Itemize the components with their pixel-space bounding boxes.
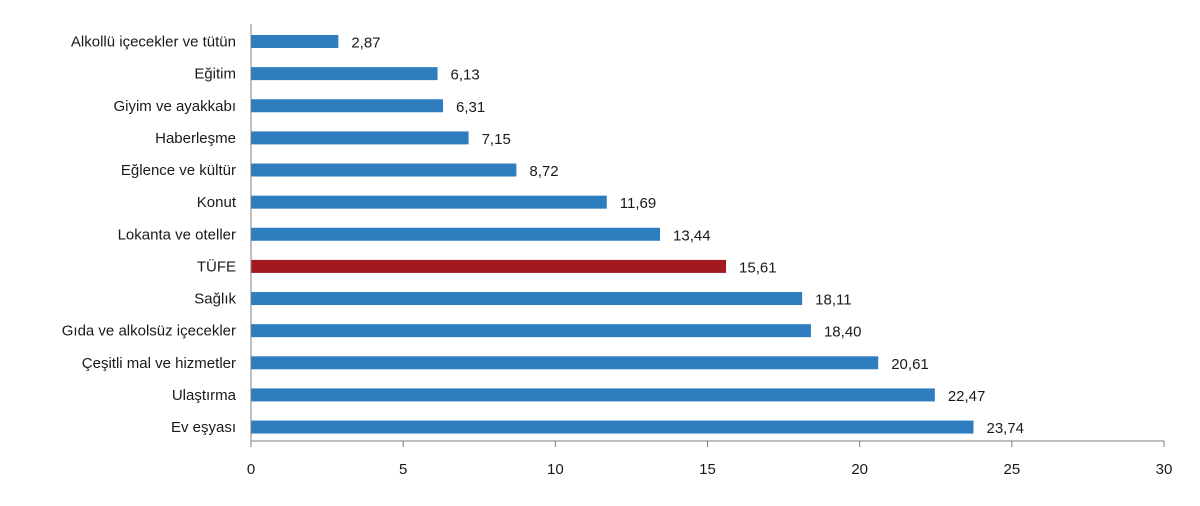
value-label-alkollu-icecekler-ve-tutun: 2,87 <box>351 35 380 52</box>
category-label-saglik: Sağlık <box>194 291 236 308</box>
value-label-cesitli-mal-ve-hizmetler: 20,61 <box>891 356 929 373</box>
bar-cesitli-mal-ve-hizmetler <box>251 356 879 370</box>
x-tick-label-25: 25 <box>1003 461 1020 478</box>
value-label-konut: 11,69 <box>620 195 656 212</box>
bar-haberlesme <box>251 131 469 145</box>
bars-layer <box>251 35 974 434</box>
bar-konut <box>251 195 607 209</box>
bar-saglik <box>251 292 803 306</box>
category-label-ev-esyasi: Ev eşyası <box>171 419 236 436</box>
bar-giyim-ve-ayakkabi <box>251 99 444 113</box>
category-label-tufe: TÜFE <box>197 257 236 275</box>
value-label-ev-esyasi: 23,74 <box>986 420 1024 437</box>
bar-egitim <box>251 67 438 81</box>
x-tick-label-20: 20 <box>851 461 868 478</box>
x-tick-label-0: 0 <box>247 461 255 478</box>
x-tick-label-5: 5 <box>399 461 407 478</box>
category-label-eglence-ve-kultur: Eğlence ve kültür <box>121 162 236 179</box>
bar-tufe <box>251 259 727 273</box>
value-label-giyim-ve-ayakkabi: 6,31 <box>456 99 485 116</box>
x-axis: 0 5 10 15 20 25 30 <box>247 24 1173 478</box>
category-label-konut: Konut <box>197 194 237 211</box>
bar-alkollu-icecekler-ve-tutun <box>251 35 339 48</box>
category-label-haberlesme: Haberleşme <box>155 130 236 147</box>
value-label-egitim: 6,13 <box>451 67 480 84</box>
value-label-tufe: 15,61 <box>739 259 777 276</box>
value-label-gida-ve-alkolsuz-icecekler: 18,40 <box>824 324 862 341</box>
value-label-eglence-ve-kultur: 8,72 <box>529 163 558 180</box>
category-label-lokanta-ve-oteller: Lokanta ve oteller <box>118 226 236 243</box>
category-label-giyim-ve-ayakkabi: Giyim ve ayakkabı <box>113 98 236 115</box>
category-label-cesitli-mal-ve-hizmetler: Çeşitli mal ve hizmetler <box>82 355 236 372</box>
bar-ulastirma <box>251 388 935 402</box>
x-tick-label-30: 30 <box>1156 461 1173 478</box>
value-label-ulastirma: 22,47 <box>948 388 986 405</box>
category-label-ulastirma: Ulaştırma <box>172 387 237 404</box>
value-label-saglik: 18,11 <box>815 292 851 309</box>
bar-ev-esyasi <box>251 420 974 434</box>
category-labels: Alkollü içecekler ve tütün Eğitim Giyim ve… <box>62 34 237 437</box>
category-label-alkollu-icecekler-ve-tutun: Alkollü içecekler ve tütün <box>71 34 236 51</box>
value-label-haberlesme: 7,15 <box>482 131 511 148</box>
x-tick-label-10: 10 <box>547 461 564 478</box>
value-labels: 2,87 6,13 6,31 7,15 8,72 11,69 13,44 15,61 18,11… <box>351 35 1024 438</box>
bar-eglence-ve-kultur <box>251 163 517 177</box>
bar-gida-ve-alkolsuz-icecekler <box>251 324 811 338</box>
value-label-lokanta-ve-oteller: 13,44 <box>673 227 711 244</box>
x-tick-label-15: 15 <box>699 461 716 478</box>
bar-lokanta-ve-oteller <box>251 227 661 241</box>
category-label-egitim: Eğitim <box>194 66 236 83</box>
category-label-gida-ve-alkolsuz-icecekler: Gıda ve alkolsüz içecekler <box>62 323 236 340</box>
